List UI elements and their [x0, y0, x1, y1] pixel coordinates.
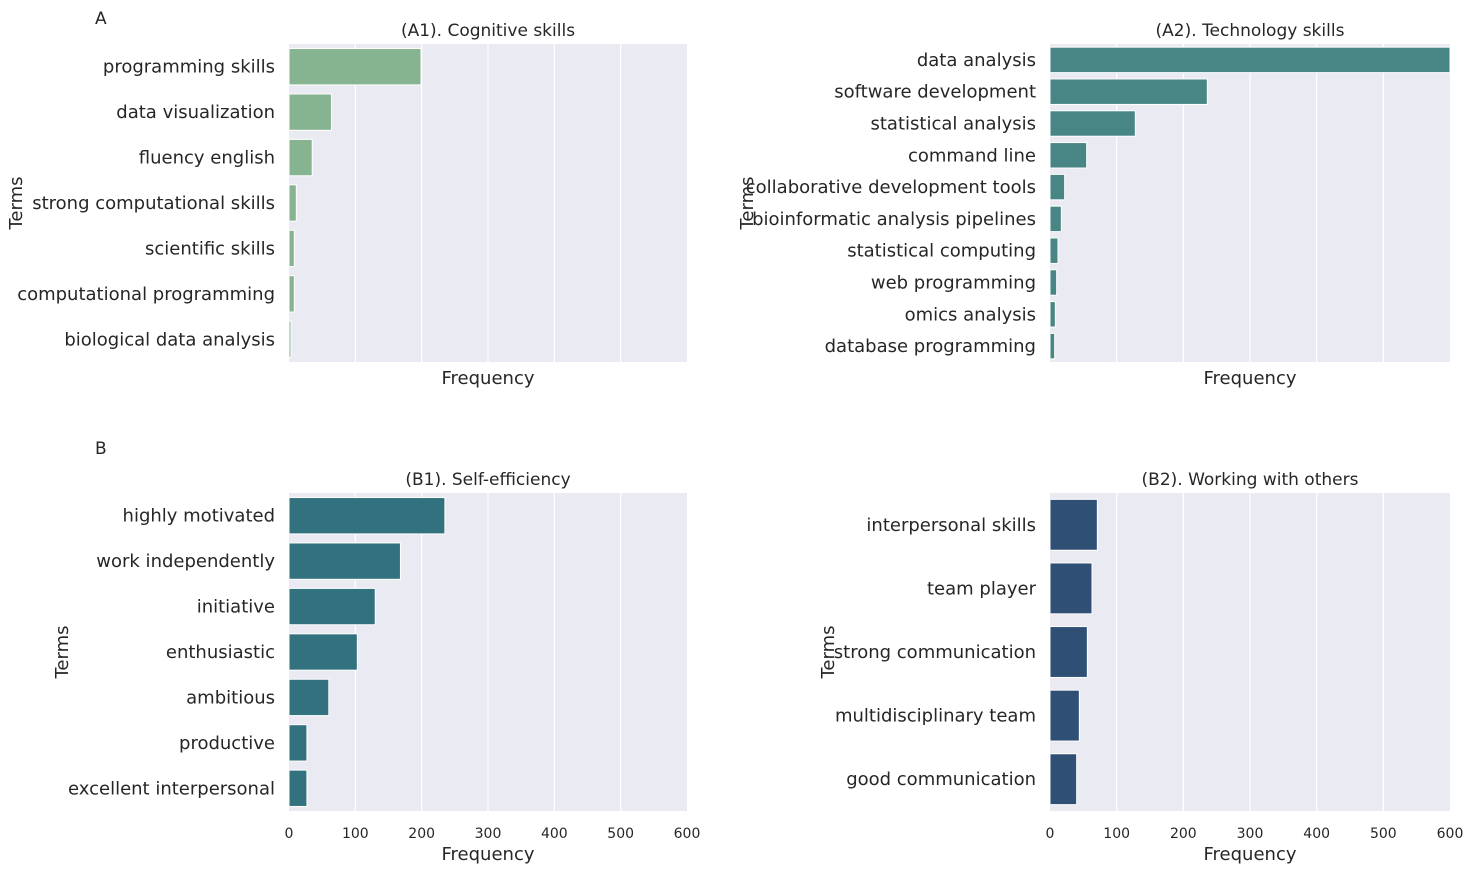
category-label: multidisciplinary team: [835, 706, 1036, 727]
x-tick-label: 600: [1437, 826, 1464, 842]
bar-collaborative-development-tools: [1049, 173, 1066, 201]
category-label: statistical computing: [847, 241, 1036, 262]
chart-title: (A1). Cognitive skills: [401, 21, 575, 41]
bar-excellent-interpersonal: [288, 769, 308, 807]
category-label: web programming: [871, 273, 1036, 294]
x-tick-label: 300: [1237, 826, 1264, 842]
y-axis-label: Terms: [737, 176, 758, 230]
bar-multidisciplinary-team: [1049, 689, 1080, 742]
x-axis-label: Frequency: [1204, 368, 1297, 389]
x-axis-label: Frequency: [442, 844, 535, 865]
bar-software-development: [1049, 78, 1208, 105]
x-axis-label: Frequency: [442, 368, 535, 389]
bar-data-visualization: [288, 93, 332, 131]
category-label: programming skills: [103, 57, 275, 78]
bar-enthusiastic: [288, 633, 358, 671]
bar-command-line: [1049, 142, 1088, 169]
category-label: software development: [834, 82, 1036, 103]
chart-title: (B1). Self-efficiency: [405, 470, 570, 490]
x-tick-label: 500: [607, 826, 634, 842]
x-tick-label: 600: [674, 826, 701, 842]
bar-biological-data-analysis: [288, 320, 292, 358]
y-axis-label: Terms: [52, 625, 73, 679]
panel-label-a: A: [95, 9, 107, 29]
x-tick-label: 0: [285, 826, 294, 842]
bar-productive: [288, 724, 308, 762]
category-label: productive: [179, 733, 275, 754]
y-axis-label: Terms: [6, 176, 27, 230]
category-label: enthusiastic: [166, 642, 275, 663]
category-label: ambitious: [186, 687, 275, 708]
category-label: fluency english: [139, 148, 275, 169]
bar-programming-skills: [288, 48, 422, 86]
x-tick-label: 100: [1103, 826, 1130, 842]
category-label: bioinformatic analysis pipelines: [752, 209, 1036, 230]
bar-statistical-computing: [1049, 237, 1059, 264]
category-label: collaborative development tools: [746, 177, 1036, 198]
chart-title: (A2). Technology skills: [1156, 21, 1345, 41]
x-tick-label: 400: [1303, 826, 1330, 842]
category-label: biological data analysis: [64, 329, 275, 350]
x-tick-label: 200: [408, 826, 435, 842]
category-label: scientific skills: [145, 238, 275, 259]
x-tick-label: 200: [1170, 826, 1197, 842]
x-tick-label: 300: [475, 826, 502, 842]
category-label: interpersonal skills: [866, 515, 1036, 536]
bar-good-communication: [1049, 753, 1078, 806]
bar-highly-motivated: [288, 497, 446, 535]
category-label: highly motivated: [123, 506, 275, 527]
category-label: data visualization: [116, 102, 275, 123]
category-label: command line: [908, 145, 1036, 166]
category-label: initiative: [197, 597, 275, 618]
bar-statistical-analysis: [1049, 110, 1136, 137]
category-label: excellent interpersonal: [68, 778, 275, 799]
chart-b2-working-with-others: interpersonal skills team player strong co…: [818, 470, 1463, 865]
bar-strong-computational-skills: [288, 184, 297, 222]
x-tick-label: 500: [1370, 826, 1397, 842]
bar-strong-communication: [1049, 626, 1088, 678]
x-tick-label: 400: [541, 826, 568, 842]
x-axis-label: Frequency: [1204, 844, 1297, 865]
bar-computational-programming: [288, 275, 295, 313]
bar-ambitious: [288, 678, 330, 717]
category-label: strong computational skills: [32, 193, 275, 214]
category-label: data analysis: [917, 50, 1036, 71]
bar-team-player: [1049, 562, 1093, 615]
x-tick-label: 0: [1046, 826, 1055, 842]
category-label: computational programming: [17, 284, 275, 305]
category-label: omics analysis: [905, 304, 1036, 325]
chart-a1-cognitive-skills: programming skills data visualization flue…: [6, 21, 687, 389]
bar-initiative: [288, 587, 376, 626]
chart-a2-technology-skills: data analysis software development statist…: [737, 21, 1451, 389]
category-label: good communication: [846, 769, 1036, 790]
bar-database-programming: [1049, 332, 1056, 360]
bar-omics-analysis: [1049, 301, 1056, 328]
y-axis-label: Terms: [818, 625, 839, 679]
bar-fluency-english: [288, 138, 313, 177]
x-tick-label: 100: [342, 826, 369, 842]
category-label: team player: [927, 578, 1037, 599]
bar-data-analysis: [1049, 46, 1451, 74]
category-label: statistical analysis: [871, 114, 1037, 135]
bar-bioinformatic-analysis-pipelines: [1049, 205, 1062, 233]
category-label: database programming: [825, 336, 1036, 357]
bar-work-independently: [288, 542, 401, 580]
panel-label-b: B: [95, 439, 107, 459]
category-label: work independently: [96, 551, 275, 572]
bar-interpersonal-skills: [1049, 498, 1098, 551]
chart-title: (B2). Working with others: [1142, 470, 1359, 490]
bar-web-programming: [1049, 269, 1058, 296]
chart-b1-self-efficiency: highly motivated work independently initia…: [52, 470, 700, 865]
bar-scientific-skills: [288, 229, 295, 268]
category-label: strong communication: [834, 642, 1036, 663]
